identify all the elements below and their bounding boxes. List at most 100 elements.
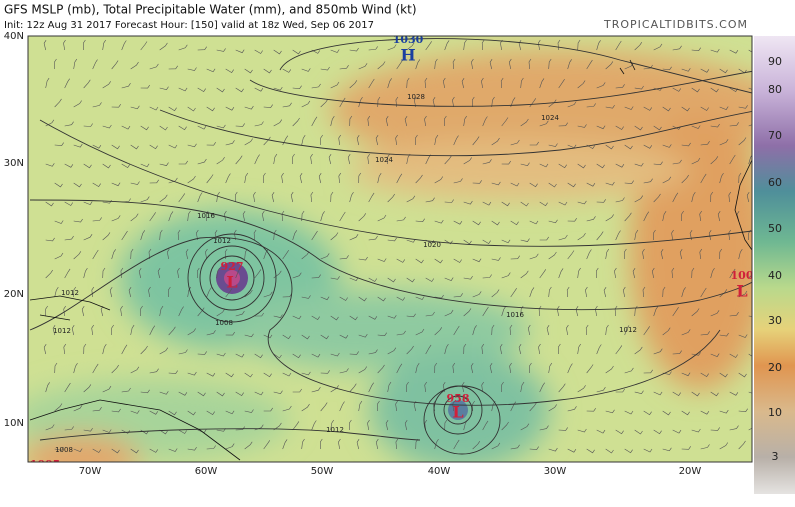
wind-barb (425, 277, 435, 282)
wind-barb (577, 124, 587, 128)
wind-barb (387, 44, 397, 51)
wind-barb (244, 138, 253, 146)
wind-barb (567, 59, 572, 70)
wind-barb (396, 296, 406, 301)
wind-barb (518, 40, 522, 51)
wind-barb (681, 210, 684, 222)
wind-barb (168, 370, 178, 374)
wind-barb (748, 87, 752, 90)
wind-barb (339, 368, 349, 374)
wind-barb (92, 407, 102, 412)
wind-barb (529, 220, 539, 225)
wind-barb (73, 58, 78, 70)
wind-barb (672, 159, 682, 165)
wind-barb (178, 306, 184, 317)
wind-barb (328, 154, 332, 165)
wind-barb (206, 445, 216, 450)
wind-barb (339, 296, 348, 301)
wind-barb (634, 163, 644, 167)
wind-barb (140, 230, 146, 241)
wind-barb (130, 366, 140, 374)
wind-barb (111, 448, 120, 454)
wind-barb (681, 329, 691, 336)
wind-barb (102, 429, 112, 433)
wind-barb (700, 331, 710, 336)
wind-barb (653, 391, 663, 396)
wind-barb (301, 251, 310, 260)
wind-barb (510, 288, 517, 298)
wind-barb (700, 106, 709, 111)
wind-barb (472, 400, 475, 412)
isobar (187, 233, 277, 323)
wind-barb (586, 249, 592, 260)
wind-barb (472, 136, 480, 146)
wind-barb (463, 157, 472, 165)
wind-barb (254, 353, 263, 359)
wind-barb (699, 248, 703, 260)
isobar-label: 1024 (375, 156, 393, 164)
wind-barb (140, 163, 150, 168)
wind-barb (292, 272, 302, 279)
wind-barb (330, 191, 334, 203)
wind-barb (91, 286, 95, 298)
wind-barb (235, 123, 245, 127)
wind-barb (168, 448, 178, 452)
wind-barb (206, 372, 216, 377)
wind-barb (45, 382, 50, 393)
wind-barb (225, 288, 233, 298)
wind-barb (520, 201, 529, 207)
wind-barb (301, 371, 311, 376)
wind-barb (622, 286, 626, 298)
wind-barb (415, 328, 425, 336)
wind-barb (729, 391, 739, 396)
wind-barb (501, 381, 504, 393)
wind-barb (510, 139, 520, 146)
wind-barb (662, 106, 671, 112)
wind-barb (73, 143, 83, 148)
wind-barb (242, 211, 246, 222)
isobar (39, 119, 752, 247)
wind-barb (596, 40, 601, 51)
wind-barb (691, 125, 701, 129)
wind-barb (187, 286, 192, 298)
center-symbol: H (400, 46, 415, 65)
wind-barb (567, 218, 577, 222)
wind-barb (54, 287, 59, 298)
wind-barb (595, 267, 599, 279)
wind-barb (453, 325, 460, 336)
wind-barb (434, 439, 439, 450)
wind-barb (596, 199, 606, 203)
wind-barb (586, 216, 596, 222)
lon-label: 70W (79, 466, 102, 477)
wind-barb (624, 410, 634, 415)
colorbar-label: 70 (768, 129, 782, 142)
wind-barb (653, 193, 661, 203)
wind-barb (710, 310, 720, 317)
wind-barb (424, 77, 428, 89)
lat-label: 30N (4, 158, 24, 169)
wind-barb (528, 58, 532, 70)
wind-barb (235, 155, 243, 165)
wind-barb (64, 201, 74, 206)
wind-barb (45, 163, 55, 167)
wind-barb (292, 353, 301, 359)
wind-barb (282, 102, 292, 108)
coastline (29, 295, 111, 321)
wind-barb (338, 134, 341, 146)
wind-barb (244, 333, 254, 338)
wind-barb (177, 267, 180, 279)
wind-barb (653, 348, 663, 355)
wind-barb (149, 368, 159, 374)
isobar-label: 1016 (506, 311, 524, 319)
wind-barb (481, 77, 484, 89)
wind-barb (356, 135, 360, 146)
center-pressure: 927 (221, 260, 244, 273)
wind-barb (596, 429, 606, 434)
wind-barb (197, 158, 207, 165)
wind-barb (206, 142, 216, 146)
wind-barb (453, 135, 459, 146)
wind-barb (529, 402, 537, 412)
wind-barb (719, 173, 724, 184)
wind-barb (461, 382, 465, 393)
wind-barb (567, 406, 577, 412)
